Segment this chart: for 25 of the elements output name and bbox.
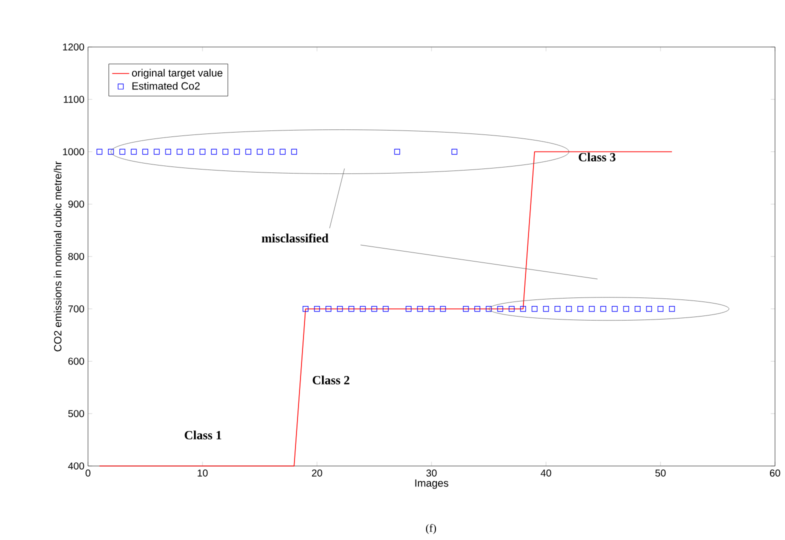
annotation: Class 3 (578, 152, 616, 162)
y-tick-label: 1100 (64, 96, 84, 103)
y-tick-label: 900 (68, 200, 84, 208)
y-axis-title: CO2 emissions in nominal cubic metre/hr (54, 161, 62, 352)
y-tick-label: 400 (68, 462, 84, 470)
y-tick-label: 600 (68, 358, 84, 365)
text: (f) (426, 524, 436, 534)
x-tick-label: 30 (426, 470, 437, 477)
annotation: Class 2 (312, 376, 350, 384)
x-tick-label: 60 (770, 470, 780, 477)
x-axis-title: Images (415, 479, 448, 489)
annotation: misclassified (262, 234, 328, 242)
x-tick-label: 0 (86, 470, 90, 477)
x-tick-label: 40 (540, 470, 552, 477)
y-tick-label: 500 (68, 410, 84, 418)
legend-label: original target value (132, 68, 222, 79)
x-tick-label: 50 (655, 470, 666, 477)
y-tick-label: 1200 (63, 43, 84, 51)
y-tick-label: 1000 (63, 148, 84, 156)
y-tick-label: 700 (68, 305, 84, 312)
x-tick-label: 20 (312, 470, 322, 477)
legend-label: Estimated Co2 (132, 82, 200, 90)
y-tick-label: 800 (68, 252, 84, 260)
annotation: Class 1 (184, 430, 222, 440)
x-tick-label: 10 (198, 470, 208, 477)
